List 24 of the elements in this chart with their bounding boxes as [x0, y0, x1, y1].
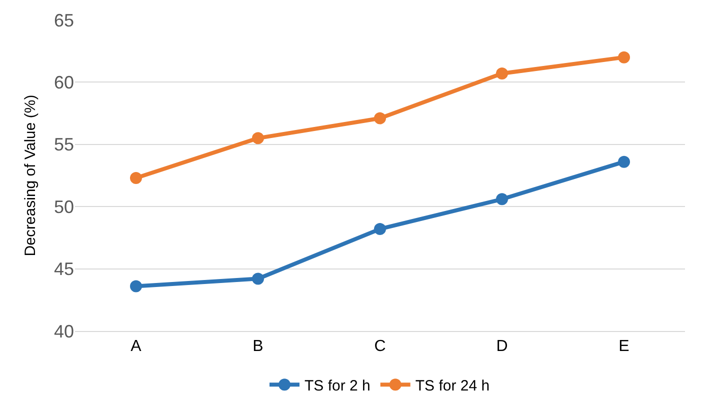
x-tick-label: E: [618, 338, 630, 356]
y-tick-label: 50: [54, 196, 74, 217]
y-tick-label: 55: [54, 134, 74, 155]
y-axis-title: Decreasing of Value (%): [22, 94, 39, 256]
point: [252, 132, 264, 144]
point: [374, 222, 386, 235]
y-tick-label: 45: [54, 259, 74, 280]
x-tick-label: D: [496, 338, 508, 356]
point: [374, 112, 386, 124]
point: [618, 51, 630, 64]
point: [618, 156, 630, 168]
x-tick-label: B: [252, 338, 264, 356]
legend-label: TS for 24 h: [415, 377, 490, 394]
legend-label: TS for 2 h: [304, 377, 370, 394]
point: [252, 272, 264, 285]
point: [496, 67, 508, 80]
x-tick-label: C: [374, 338, 386, 356]
y-tick-label: 40: [54, 321, 74, 342]
point: [130, 172, 142, 184]
y-tick-label: 65: [54, 10, 74, 30]
point: [130, 280, 142, 292]
y-tick-label: 60: [54, 72, 74, 92]
x-tick-label: A: [130, 338, 142, 356]
point: [496, 193, 508, 206]
